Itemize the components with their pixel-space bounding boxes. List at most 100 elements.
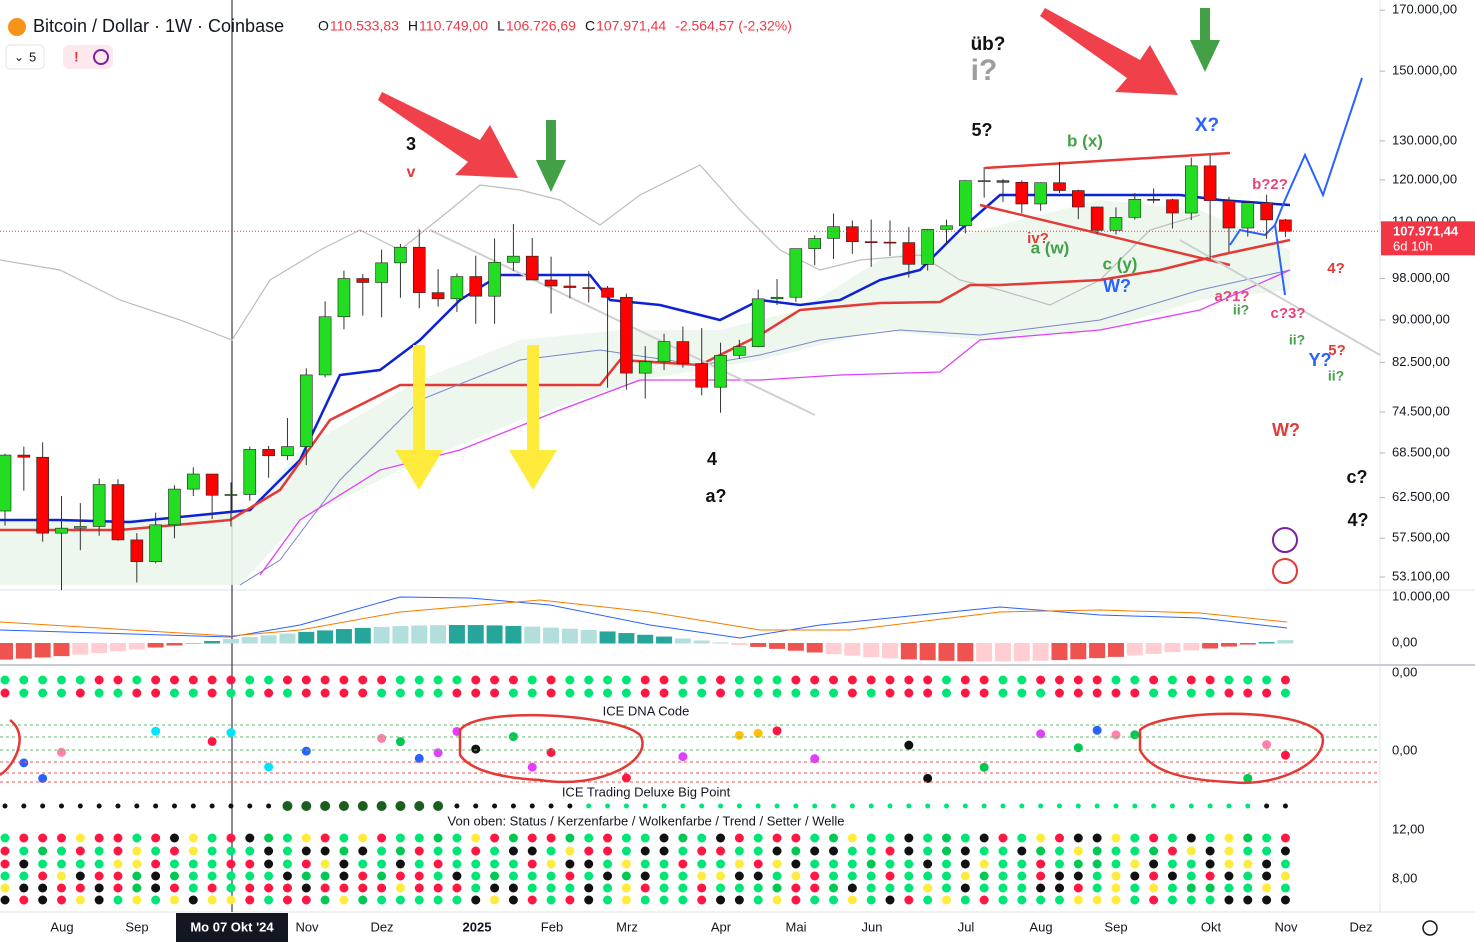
signal-dot [38,859,48,869]
candle-body [940,225,953,230]
signal-dot [209,803,215,809]
signal-dot [19,675,29,685]
signal-dot [377,895,387,905]
signal-dot [1167,675,1177,685]
signal-dot [151,846,161,856]
signal-dot [1130,859,1140,869]
signal-dot [207,688,217,698]
signal-dot [1243,688,1253,698]
signal-dot [810,675,820,685]
event-icon[interactable] [1272,527,1298,553]
signal-dot [923,846,933,856]
signal-dot [471,833,481,843]
signal-dot [546,846,556,856]
signal-dot [358,846,368,856]
dna-dot [904,740,914,750]
signal-dot [56,871,66,881]
signal-dot [904,833,914,843]
dna-dot [810,754,820,764]
signal-dot [866,688,876,698]
candle-body [224,494,238,496]
signal-dot [1262,859,1272,869]
dna-dot [546,747,556,757]
signal-dot [1224,688,1234,698]
signal-dot [998,871,1008,881]
signal-dot [508,833,518,843]
signal-dot [847,688,857,698]
wave-label: a?1? [1214,288,1249,305]
signal-dot [433,859,443,869]
y-tick-label: 98.000,00 [1392,270,1450,285]
signal-dot [1262,883,1272,893]
interval-box[interactable] [5,44,45,70]
histogram-bar [524,626,541,644]
signal-dot [56,895,66,905]
signal-dot [659,895,669,905]
signal-dot [94,871,104,881]
signal-dot [603,833,613,843]
signal-dot [772,833,782,843]
dna-dot [264,762,274,772]
signal-dot [699,803,705,809]
signal-dot [1073,675,1083,685]
histogram-bar [166,643,183,646]
candle-body [883,241,897,244]
signal-dot [885,859,895,869]
arrow [395,345,443,490]
candle-body [638,361,652,374]
histogram-bar [15,643,32,659]
signal-dot [19,833,29,843]
signal-dot [508,859,518,869]
signal-dot [264,688,274,698]
signal-dot [584,895,594,905]
signal-dot [0,859,10,869]
signal-dot [1054,859,1064,869]
histogram-bar [279,633,296,644]
signal-dot [661,803,667,809]
signal-dot [1036,883,1046,893]
signal-dot [1073,846,1083,856]
ohlc-prefix: H [408,18,418,34]
signal-dot [115,803,121,809]
signal-dot [395,833,405,843]
signal-dot [19,895,29,905]
signal-dot [734,871,744,881]
signal-dot [1036,846,1046,856]
dna-dot [621,773,631,783]
signal-dot [490,871,500,881]
signal-dot [697,846,707,856]
signal-dot [812,803,818,809]
signal-dot [1092,859,1102,869]
signal-dot [960,688,970,698]
signal-dot [188,883,198,893]
dna-dot [38,773,48,783]
signal-dot [508,883,518,893]
event-icon[interactable] [1272,558,1298,584]
histogram-bar [373,626,390,644]
macd-histogram [0,625,1294,662]
signal-dot [942,833,951,843]
signal-dot [979,859,989,869]
status-box[interactable] [63,45,113,69]
wave-label: ii? [1289,332,1305,348]
signal-dot [979,883,989,893]
projection-line [1229,77,1363,246]
ohlc-change: -2.564,57 (-2,32%) [675,18,792,34]
signal-dot [697,675,707,685]
histogram-bar [53,643,70,657]
signal-dot [1054,833,1064,843]
signal-dot [433,833,443,843]
signal-dot [471,846,481,856]
signal-dot [960,846,970,856]
signal-dot [1205,859,1215,869]
signal-dot [942,859,951,869]
signal-dot [395,675,405,685]
signal-dot [58,803,64,809]
dna-dot [301,746,311,756]
signal-dot [1186,871,1196,881]
settings-icon[interactable] [1422,920,1438,936]
wave-label: W? [1272,420,1300,440]
signal-dot [113,846,123,856]
signal-dot [603,675,613,685]
